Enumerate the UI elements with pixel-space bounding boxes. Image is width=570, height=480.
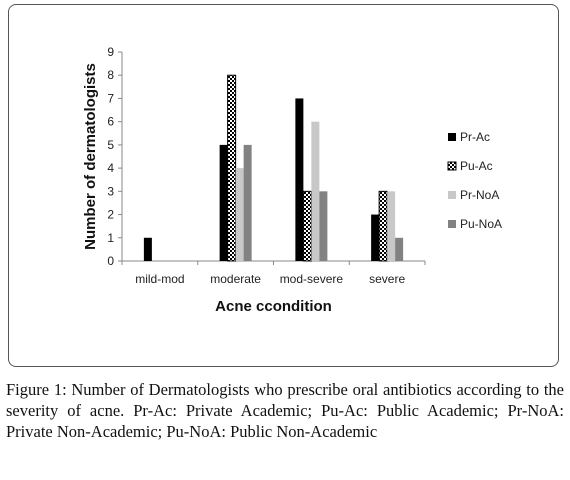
y-tick-label: 4: [107, 161, 114, 175]
legend-swatch-pu-ac: [447, 161, 457, 171]
legend-swatch-pr-ac: [448, 133, 456, 141]
bar-pu-ac-moderate: [227, 74, 237, 262]
legend-swatch-pu-noa: [448, 220, 456, 228]
x-tick-label: mild-mod: [135, 272, 184, 286]
figure-caption: Figure 1: Number of Dermatologists who p…: [6, 379, 564, 442]
y-tick-label: 0: [107, 254, 114, 268]
y-tick-label: 9: [107, 45, 114, 59]
bar-pr-ac-mod-severe: [295, 98, 304, 261]
y-axis-title: Number of dermatologists: [82, 63, 99, 250]
bar-pr-noa-severe: [387, 191, 396, 261]
bar-pu-noa-severe: [395, 237, 404, 261]
bar-pr-noa-moderate: [235, 168, 244, 261]
caption-label: Figure 1:: [6, 380, 67, 399]
chart-labels: 0 1 2 3 4 5 6 7 8 9 mild-mod moderate mod-severe seve…: [82, 45, 405, 315]
legend-label-pu-ac: Pu-Ac: [460, 159, 493, 173]
y-tick-label: 7: [107, 91, 114, 105]
y-tick-label: 5: [107, 138, 114, 152]
legend-label-pr-ac: Pr-Ac: [460, 130, 490, 144]
y-tick-label: 8: [107, 68, 114, 82]
x-axis-title: Acne ccondition: [215, 298, 332, 315]
bar-pu-ac-mod-severe: [302, 190, 312, 262]
bar-pr-ac-severe: [371, 214, 380, 261]
figure-frame: [8, 4, 559, 367]
caption-text: Number of Dermatologists who prescribe o…: [6, 380, 564, 441]
bar-pr-ac-moderate: [219, 144, 228, 261]
x-tick-label: mod-severe: [280, 272, 344, 286]
bar-chart: 0 1 2 3 4 5 6 7 8 9 mild-mod moderate mod-severe seve…: [82, 45, 502, 315]
legend-label-pu-noa: Pu-NoA: [460, 217, 502, 231]
bar-pu-noa-mod-severe: [319, 191, 328, 261]
x-tick-label: severe: [369, 272, 405, 286]
y-tick-label: 3: [107, 184, 114, 198]
chart-bars: [143, 74, 404, 262]
bar-pu-ac-severe: [378, 190, 388, 262]
y-tick-label: 2: [107, 208, 114, 222]
y-tick-label: 1: [107, 231, 114, 245]
legend-swatch-pr-noa: [448, 191, 456, 199]
bar-pr-ac-mild-mod: [143, 237, 152, 261]
legend-label-pr-noa: Pr-NoA: [460, 188, 499, 202]
bar-pr-noa-mod-severe: [311, 121, 320, 262]
bar-pu-noa-moderate: [243, 144, 252, 261]
chart-legend: Pr-Ac Pu-Ac Pr-NoA Pu-NoA: [447, 130, 502, 231]
x-tick-label: moderate: [210, 272, 261, 286]
y-tick-label: 6: [107, 115, 114, 129]
